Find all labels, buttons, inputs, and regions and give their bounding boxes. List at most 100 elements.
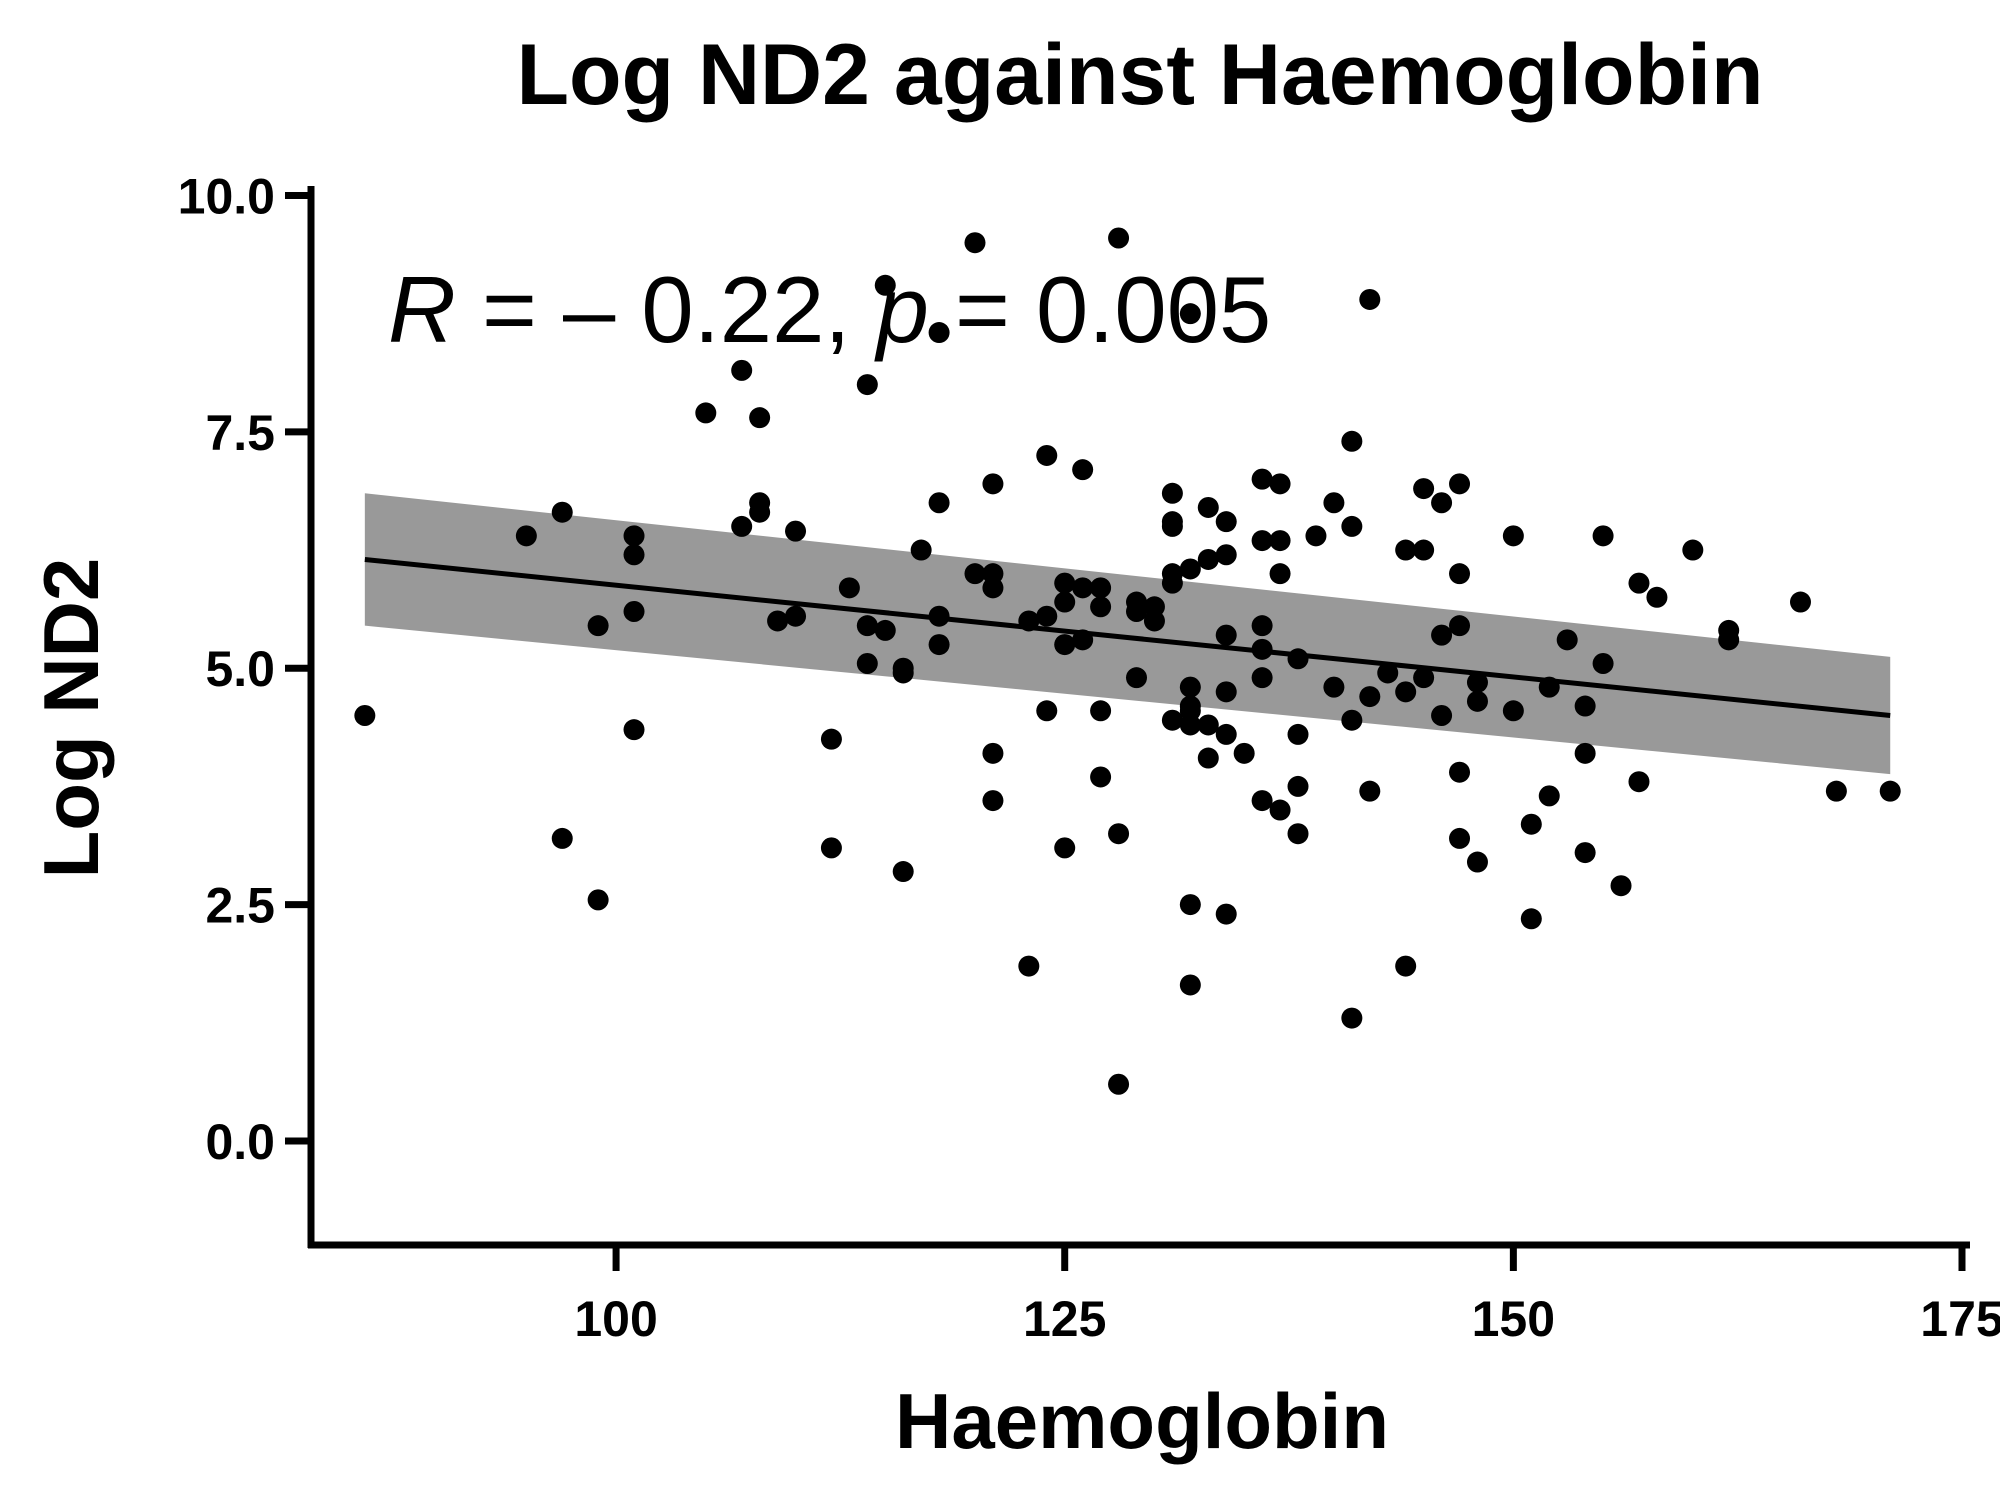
data-point bbox=[1466, 671, 1488, 693]
data-point bbox=[767, 610, 789, 632]
data-point bbox=[1179, 974, 1201, 996]
data-point bbox=[1251, 530, 1273, 552]
data-point bbox=[1054, 572, 1076, 594]
data-point bbox=[1090, 577, 1112, 599]
data-point bbox=[1287, 823, 1309, 845]
data-point bbox=[1018, 955, 1040, 977]
data-point bbox=[731, 359, 753, 381]
data-point bbox=[1628, 771, 1650, 793]
y-tick-label: 7.5 bbox=[205, 405, 275, 461]
data-point bbox=[1161, 572, 1183, 594]
data-point bbox=[1323, 676, 1345, 698]
data-point bbox=[749, 407, 771, 429]
p-value: = 0.005 bbox=[929, 257, 1271, 362]
data-point bbox=[1251, 468, 1273, 490]
data-point bbox=[1466, 851, 1488, 873]
data-point bbox=[1215, 903, 1237, 925]
data-point bbox=[1126, 667, 1147, 689]
data-point bbox=[1449, 615, 1471, 637]
data-point bbox=[1574, 842, 1596, 864]
data-point bbox=[1215, 723, 1237, 745]
data-point bbox=[1090, 766, 1112, 788]
data-point bbox=[1395, 681, 1417, 703]
data-point bbox=[928, 634, 950, 656]
data-point bbox=[856, 615, 878, 637]
data-point bbox=[515, 525, 537, 547]
data-point bbox=[1036, 444, 1058, 466]
data-point bbox=[964, 232, 986, 254]
data-point bbox=[1449, 563, 1471, 585]
data-point bbox=[1251, 667, 1273, 689]
data-point bbox=[928, 322, 950, 344]
data-point bbox=[1520, 908, 1542, 930]
data-point bbox=[856, 374, 878, 396]
data-point bbox=[1197, 548, 1219, 570]
data-point bbox=[982, 742, 1004, 764]
data-point bbox=[1646, 586, 1668, 608]
data-point bbox=[1538, 785, 1560, 807]
data-point bbox=[1718, 629, 1740, 651]
data-point bbox=[623, 600, 645, 622]
data-point bbox=[1574, 695, 1596, 717]
data-point bbox=[820, 728, 842, 750]
x-tick-label: 150 bbox=[1472, 1291, 1555, 1347]
x-ticks: 100 125 150 175 bbox=[574, 1245, 2000, 1347]
data-point bbox=[1179, 558, 1201, 580]
r-value: = – 0.22, bbox=[456, 257, 877, 362]
data-point bbox=[1143, 610, 1165, 632]
x-axis: 100 125 150 175 bbox=[308, 1241, 2000, 1347]
chart-title: Log ND2 against Haemoglobin bbox=[516, 27, 1763, 123]
data-point bbox=[1825, 780, 1847, 802]
data-point bbox=[1341, 515, 1363, 537]
data-point bbox=[1449, 473, 1471, 495]
data-point bbox=[1449, 761, 1471, 783]
data-point bbox=[1090, 700, 1112, 722]
data-point bbox=[1789, 591, 1811, 613]
data-point bbox=[1179, 714, 1201, 736]
x-tick-label: 100 bbox=[574, 1291, 657, 1347]
data-point bbox=[1413, 539, 1435, 561]
data-point bbox=[1197, 714, 1219, 736]
data-point bbox=[1269, 530, 1291, 552]
data-point bbox=[1018, 610, 1040, 632]
data-point bbox=[856, 652, 878, 674]
data-point bbox=[1431, 705, 1453, 726]
y-tick-label: 2.5 bbox=[205, 878, 275, 934]
data-point bbox=[1287, 775, 1309, 797]
data-point bbox=[1251, 615, 1273, 637]
data-point bbox=[1413, 667, 1435, 689]
data-point bbox=[1341, 1007, 1363, 1029]
data-point bbox=[1502, 700, 1524, 722]
data-point bbox=[1161, 482, 1183, 504]
data-point bbox=[1287, 648, 1309, 670]
y-tick-label: 0.0 bbox=[205, 1114, 275, 1170]
regression-line bbox=[364, 556, 1891, 718]
data-point bbox=[1556, 629, 1578, 651]
data-point bbox=[1520, 813, 1542, 835]
data-point bbox=[1341, 709, 1363, 731]
data-point bbox=[1108, 227, 1130, 249]
data-point bbox=[1251, 790, 1273, 812]
data-point bbox=[785, 520, 807, 542]
data-point bbox=[1179, 303, 1201, 325]
data-point bbox=[1592, 525, 1614, 547]
data-point bbox=[785, 605, 807, 627]
y-axis: 0.0 2.5 5.0 7.5 10.0 bbox=[178, 168, 315, 1248]
data-point bbox=[1395, 955, 1417, 977]
data-point bbox=[1502, 525, 1524, 547]
data-point bbox=[1682, 539, 1704, 561]
data-point bbox=[749, 501, 771, 523]
data-point bbox=[587, 615, 609, 637]
data-point bbox=[820, 837, 842, 859]
data-point bbox=[1431, 624, 1453, 646]
data-point bbox=[1251, 638, 1273, 660]
data-point bbox=[874, 619, 896, 641]
data-point bbox=[1359, 780, 1381, 802]
data-point bbox=[551, 827, 573, 849]
correlation-annotation: R = – 0.22, p = 0.005 bbox=[388, 257, 1271, 362]
data-point bbox=[695, 402, 717, 424]
data-point bbox=[1179, 676, 1201, 698]
y-ticks: 0.0 2.5 5.0 7.5 10.0 bbox=[178, 168, 311, 1170]
data-point bbox=[1233, 742, 1255, 764]
